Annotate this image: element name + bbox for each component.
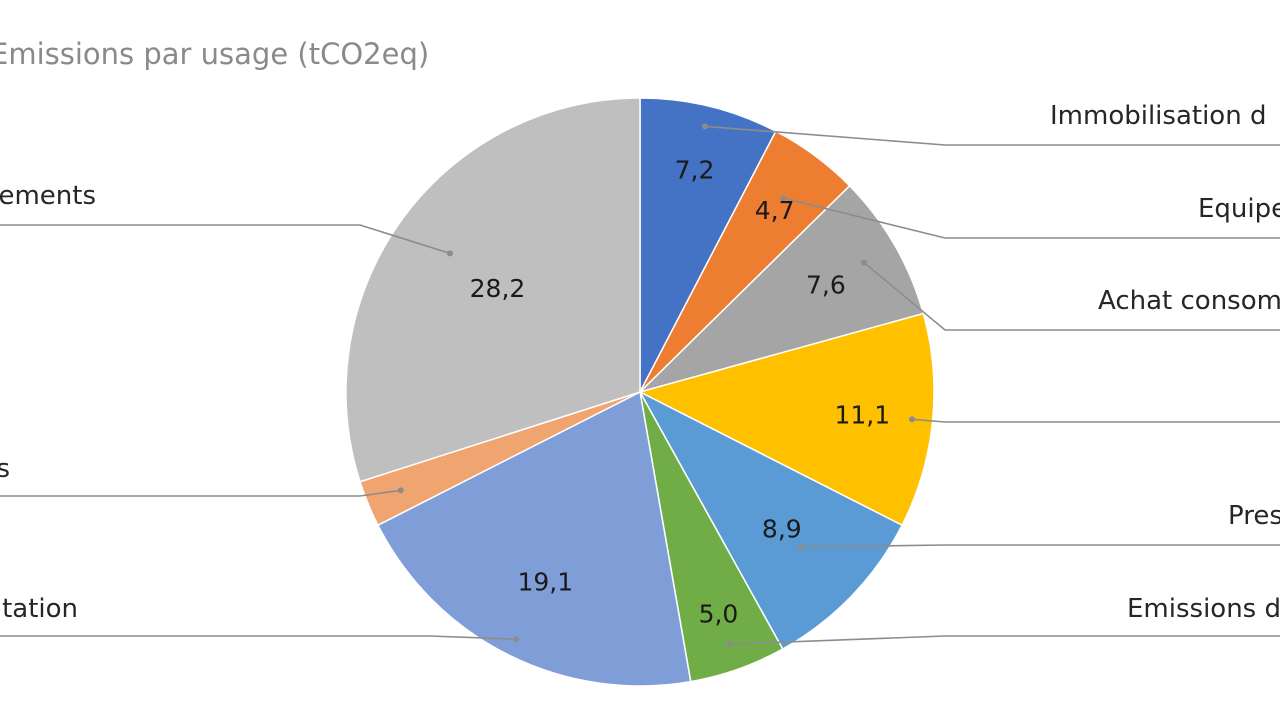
pie-slice — [376, 390, 692, 687]
leader-dot — [909, 416, 916, 423]
leader-line — [704, 125, 1280, 146]
chart-title: Emissions par usage (tCO2eq) — [0, 37, 429, 71]
pie-slice — [637, 184, 925, 394]
pie-slice — [638, 390, 904, 651]
leader-line — [0, 635, 517, 640]
slice-value-label: 7,6 — [806, 271, 846, 300]
pie-slice — [639, 97, 777, 393]
leader-line — [0, 489, 401, 497]
slice-value-label: 19,1 — [518, 567, 574, 596]
leader-line — [783, 197, 1280, 239]
pie-slice — [345, 97, 641, 483]
slice-value-label: 7,2 — [675, 155, 715, 184]
leader-dot — [797, 544, 804, 551]
category-label: ements — [0, 181, 96, 211]
leader-line — [800, 544, 1280, 548]
value-labels: 7,2 4,7 7,6 11,1 8,9 5,0 19,1 28,2 — [470, 155, 890, 628]
slice-value-label: 5,0 — [699, 600, 739, 629]
category-labels: Immobilisation d Equipe Achat consom Pres Em… — [0, 101, 1280, 624]
slice-value-label: 11,1 — [834, 400, 890, 429]
category-label: Pres — [1228, 501, 1280, 531]
category-label: Equipe — [1198, 194, 1280, 224]
leader-line — [0, 224, 451, 255]
category-label: Emissions d — [1127, 594, 1280, 624]
leader-line — [863, 262, 1280, 331]
leader-dot — [513, 636, 520, 643]
category-label: Immobilisation d — [1050, 101, 1266, 131]
leader-dot — [726, 641, 733, 648]
leader-dot — [397, 487, 404, 494]
leader-line — [911, 418, 1280, 423]
leader-dot — [861, 259, 868, 266]
leader-dot — [780, 195, 787, 202]
slice-value-label: 4,7 — [755, 196, 795, 225]
leader-line — [729, 635, 1280, 646]
leader-dot — [446, 250, 453, 257]
leader-dot — [702, 123, 709, 130]
category-label: tation — [2, 594, 78, 624]
pie-slices — [345, 97, 935, 687]
category-label: Achat consom — [1098, 286, 1280, 316]
leader-lines — [0, 123, 1280, 648]
slice-value-label: 8,9 — [762, 515, 802, 544]
category-label: s — [0, 454, 10, 484]
slice-value-label: 28,2 — [470, 274, 526, 303]
